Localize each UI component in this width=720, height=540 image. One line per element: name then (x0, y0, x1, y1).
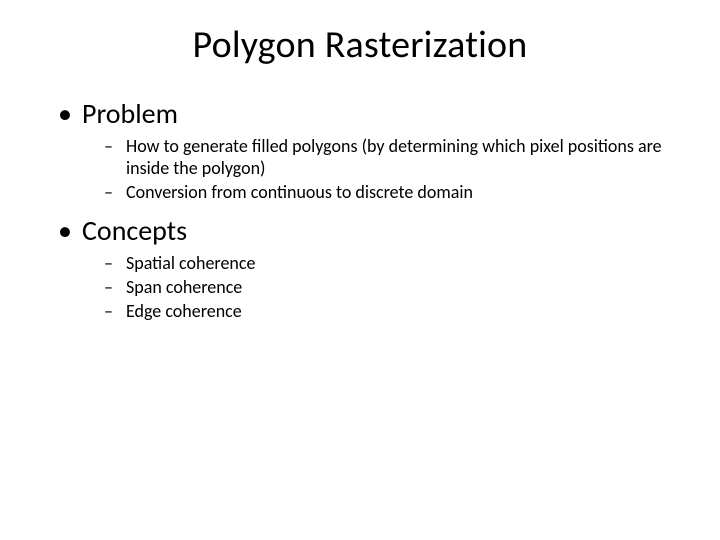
bullet-problem: Problem How to generate filled polygons … (56, 96, 664, 203)
bullet-label: Problem (82, 96, 178, 131)
sub-bullet-label: How to generate filled polygons (by dete… (126, 135, 662, 179)
sub-bullet: Conversion from continuous to discrete d… (104, 181, 664, 203)
sub-bullet-label: Span coherence (126, 276, 242, 298)
bullet-concepts: Concepts Spatial coherence Span coherenc… (56, 213, 664, 322)
slide: Polygon Rasterization Problem How to gen… (0, 0, 720, 540)
bullet-list-level2: How to generate filled polygons (by dete… (82, 135, 664, 203)
slide-content: Problem How to generate filled polygons … (0, 68, 720, 322)
bullet-list-level1: Problem How to generate filled polygons … (56, 96, 664, 322)
bullet-list-level2: Spatial coherence Span coherence Edge co… (82, 252, 664, 322)
sub-bullet-label: Spatial coherence (126, 252, 255, 274)
sub-bullet: Span coherence (104, 276, 664, 298)
slide-title: Polygon Rasterization (0, 0, 720, 68)
sub-bullet-label: Conversion from continuous to discrete d… (126, 181, 473, 203)
sub-bullet: How to generate filled polygons (by dete… (104, 135, 664, 179)
sub-bullet-label: Edge coherence (126, 300, 242, 322)
sub-bullet: Spatial coherence (104, 252, 664, 274)
bullet-label: Concepts (82, 213, 187, 248)
sub-bullet: Edge coherence (104, 300, 664, 322)
